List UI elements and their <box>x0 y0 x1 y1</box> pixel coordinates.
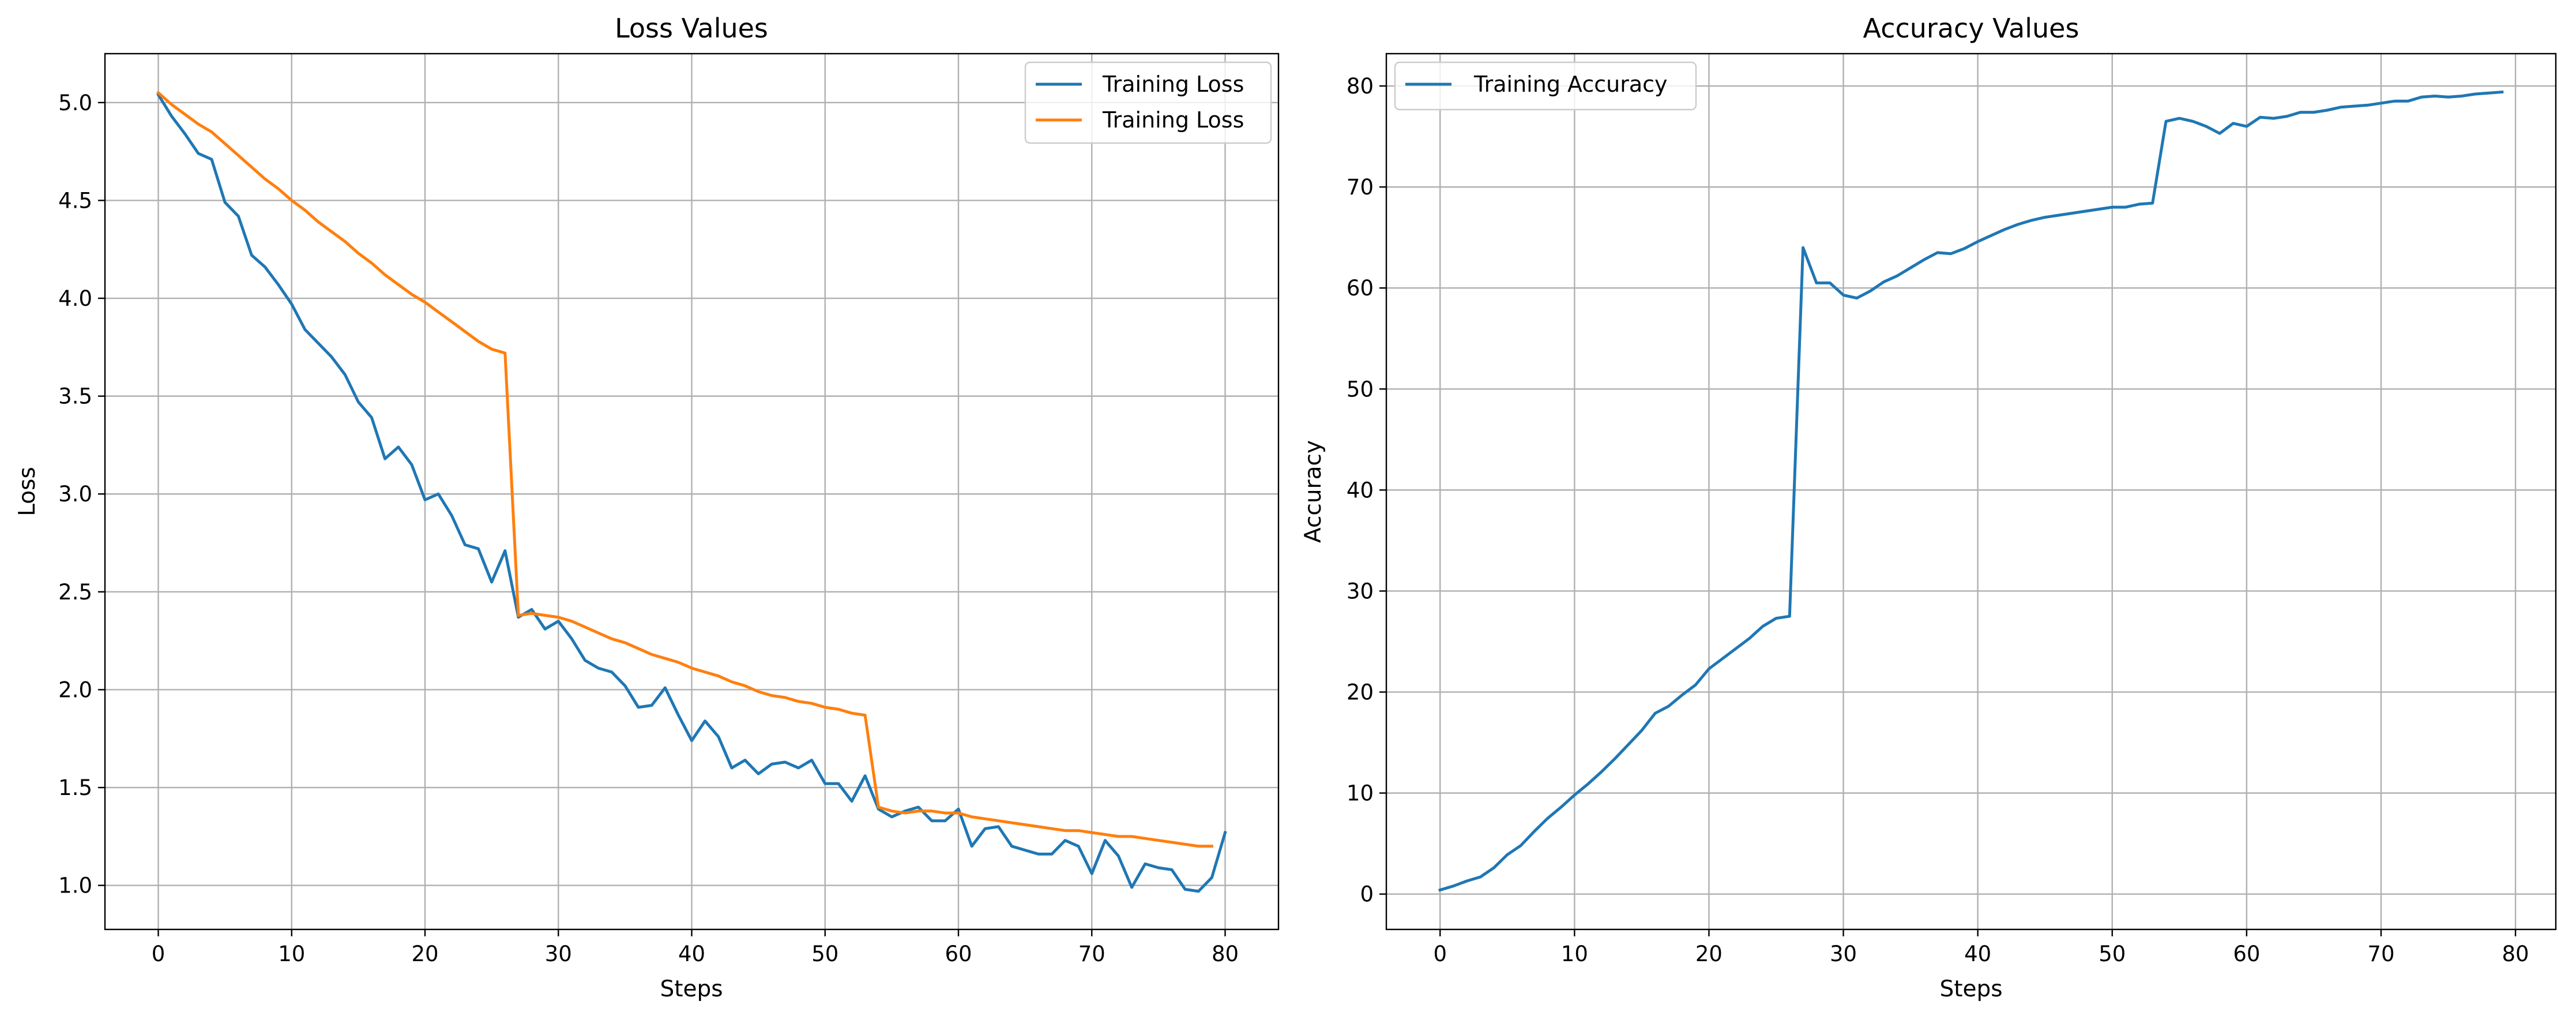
loss-y-tick-label: 1.5 <box>58 775 92 800</box>
loss-x-tick-label: 10 <box>278 942 305 966</box>
loss-y-tick-label: 4.5 <box>58 188 92 213</box>
accuracy-x-tick-label: 60 <box>2233 942 2260 966</box>
loss-grid <box>105 54 1278 929</box>
loss-y-tick-label: 2.0 <box>58 677 92 702</box>
loss-series-line-2 <box>156 91 1213 848</box>
accuracy-y-tick-label: 10 <box>1347 781 1374 806</box>
accuracy-grid <box>1386 54 2556 929</box>
loss-legend: Training Loss Training Loss <box>1024 61 1272 144</box>
accuracy-x-tick-label: 30 <box>1830 942 1857 966</box>
accuracy-y-tick-label: 0 <box>1360 882 1374 907</box>
accuracy-y-tick-label: 50 <box>1347 377 1374 402</box>
loss-legend-box <box>1024 61 1272 144</box>
loss-x-tick-label: 20 <box>411 942 438 966</box>
loss-x-tick-label: 0 <box>152 942 166 966</box>
loss-x-tick-label: 50 <box>811 942 838 966</box>
accuracy-legend-label: Training Accuracy <box>1473 72 1668 97</box>
accuracy-y-tick-label: 70 <box>1347 175 1374 200</box>
accuracy-x-tick-label: 20 <box>1695 942 1723 966</box>
accuracy-y-tick-label: 40 <box>1347 478 1374 502</box>
loss-x-tick-label: 70 <box>1078 942 1105 966</box>
loss-ticks: 0 10 20 30 40 50 60 70 80 1.0 1.5 2.0 2.5 3.0 3.5 4.0 4.… <box>58 91 1239 966</box>
accuracy-y-tick-label: 80 <box>1347 74 1374 99</box>
loss-y-tick-label: 5.0 <box>58 91 92 115</box>
accuracy-y-tick-label: 20 <box>1347 680 1374 705</box>
accuracy-x-tick-label: 40 <box>1964 942 1991 966</box>
loss-x-tick-label: 30 <box>545 942 572 966</box>
accuracy-legend-box <box>1394 61 1697 111</box>
loss-chart-title: Loss Values <box>615 13 768 44</box>
loss-y-tick-label: 1.0 <box>58 873 92 898</box>
loss-x-axis-label: Steps <box>660 976 723 1002</box>
accuracy-y-axis-label: Accuracy <box>1300 440 1326 543</box>
accuracy-x-tick-label: 50 <box>2099 942 2126 966</box>
loss-x-tick-label: 40 <box>678 942 705 966</box>
accuracy-x-tick-label: 0 <box>1433 942 1447 966</box>
loss-x-tick-label: 60 <box>945 942 972 966</box>
accuracy-legend: Training Accuracy <box>1394 61 1697 111</box>
accuracy-y-tick-label: 30 <box>1347 579 1374 603</box>
loss-legend-label-blue: Training Loss <box>1102 72 1244 97</box>
loss-legend-label-orange: Training Loss <box>1102 107 1244 133</box>
loss-panel: Loss Values 0 10 20 30 40 50 60 70 80 1.0 1.5 2.0 2.… <box>14 13 1280 1002</box>
accuracy-lines <box>1438 90 2504 892</box>
loss-lines <box>156 91 1227 893</box>
loss-y-axis-label: Loss <box>14 467 40 516</box>
accuracy-plot-frame <box>1385 52 2557 931</box>
accuracy-series-line-1 <box>1438 90 2504 892</box>
loss-y-tick-label: 4.0 <box>58 286 92 311</box>
accuracy-x-axis-label: Steps <box>1939 976 2002 1002</box>
accuracy-ticks: 0 10 20 30 40 50 60 70 80 0 10 20 30 40 50 60 70 80 <box>1347 74 2529 966</box>
accuracy-chart-title: Accuracy Values <box>1863 13 2079 44</box>
loss-x-tick-label: 80 <box>1212 942 1239 966</box>
accuracy-x-tick-label: 80 <box>2502 942 2529 966</box>
accuracy-x-tick-label: 10 <box>1561 942 1588 966</box>
loss-y-tick-label: 3.0 <box>58 482 92 507</box>
accuracy-x-tick-label: 70 <box>2367 942 2394 966</box>
loss-series-line-1 <box>156 92 1227 893</box>
accuracy-y-tick-label: 60 <box>1347 276 1374 301</box>
loss-y-tick-label: 2.5 <box>58 580 92 605</box>
accuracy-panel: Accuracy Values 0 10 20 30 40 50 60 70 80 0 10 20 30… <box>1300 13 2557 1002</box>
loss-y-tick-label: 3.5 <box>58 384 92 409</box>
